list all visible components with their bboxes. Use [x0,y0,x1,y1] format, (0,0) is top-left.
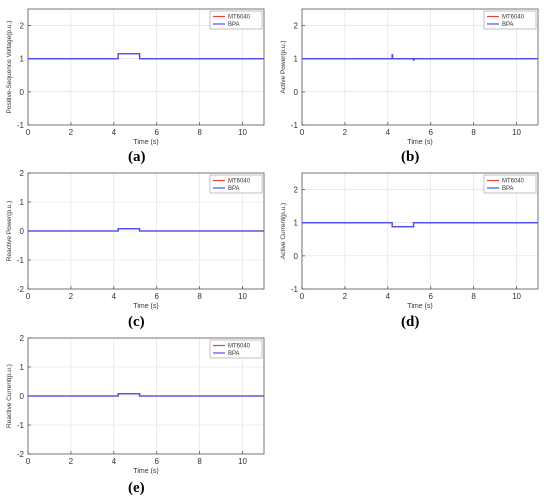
y-tick-label: -2 [17,450,25,459]
y-tick-label: -1 [17,121,25,130]
legend-entry: MT6040 [228,179,251,185]
legend-entry: BPA [228,351,240,357]
x-tick-label: 8 [197,292,202,301]
x-axis-label: Time (s) [133,303,158,310]
caption-c: (c) [128,314,145,330]
legend-entry: MT6040 [228,15,251,21]
x-tick-label: 10 [238,457,247,466]
legend-entry: BPA [228,186,240,192]
x-axis-label: Time (s) [133,468,158,475]
caption-e: (e) [128,480,145,496]
y-tick-label: 0 [20,88,25,97]
y-axis-label: Reactive Power(p.u.) [6,201,13,262]
x-tick-label: 0 [300,292,305,301]
x-tick-label: 4 [112,292,117,301]
chart-panel-c: -2 -1 0 1 2 0 2 4 6 8 10 Time (s) Reactive Power(p.u… [6,169,265,310]
y-tick-label: 1 [20,198,25,207]
x-tick-label: 6 [155,128,160,137]
y-axis-label: Reactive Current(p.u.) [6,364,13,428]
x-tick-label: 2 [343,292,348,301]
x-tick-label: 10 [512,292,521,301]
x-tick-label: 0 [26,128,31,137]
series-line-bpa [302,54,538,61]
x-axis-label: Time (s) [407,139,432,146]
y-tick-label: -1 [291,121,299,130]
x-axis-label: Time (s) [133,139,158,146]
x-tick-label: 10 [238,292,247,301]
x-tick-label: 4 [386,292,391,301]
y-tick-label: 0 [294,252,299,261]
x-tick-label: 2 [69,292,74,301]
legend-entry: BPA [228,22,240,28]
y-tick-label: 2 [20,22,25,31]
y-tick-label: 1 [20,55,25,64]
x-tick-label: 2 [69,457,74,466]
y-tick-label: 1 [294,219,299,228]
axes-frame [301,172,539,290]
y-tick-label: 2 [20,334,25,343]
legend-entry: BPA [502,186,514,192]
x-tick-label: 8 [197,128,202,137]
x-tick-label: 8 [197,457,202,466]
y-tick-label: 2 [294,186,299,195]
series-line-bpa [28,393,264,397]
x-tick-label: 6 [429,292,434,301]
y-tick-label: -1 [17,256,25,265]
x-tick-label: 8 [471,128,476,137]
y-tick-label: -1 [17,421,25,430]
series-line-bpa [28,228,264,232]
chart-panel-e: -2 -1 0 1 2 0 2 4 6 8 10 Time (s) Reactive Current(p… [6,334,265,475]
y-axis-label: Positive-Sequence Voltage(p.u.) [6,21,13,114]
series-line-bpa [302,222,538,228]
y-tick-label: 1 [20,363,25,372]
y-tick-label: 0 [294,88,299,97]
x-tick-label: 6 [429,128,434,137]
x-tick-label: 4 [112,128,117,137]
x-tick-label: 0 [26,292,31,301]
x-tick-label: 4 [112,457,117,466]
axes-frame [27,8,265,126]
caption-a: (a) [128,149,146,165]
y-tick-label: 0 [20,392,25,401]
y-tick-label: 0 [20,227,25,236]
y-tick-label: -2 [17,285,25,294]
x-tick-label: 10 [238,128,247,137]
x-tick-label: 0 [26,457,31,466]
x-tick-label: 4 [386,128,391,137]
x-tick-label: 8 [471,292,476,301]
x-tick-label: 10 [512,128,521,137]
y-axis-label: Active Current(p.u.) [280,203,287,259]
x-tick-label: 6 [155,457,160,466]
y-tick-label: 1 [294,55,299,64]
x-tick-label: 2 [69,128,74,137]
y-tick-label: -1 [291,285,299,294]
x-axis-label: Time (s) [407,303,432,310]
caption-b: (b) [401,149,420,165]
x-tick-label: 6 [155,292,160,301]
y-tick-label: 2 [20,169,25,178]
x-tick-label: 0 [300,128,305,137]
legend-entry: MT6040 [228,344,251,350]
y-axis-label: Active Power(p.u.) [280,40,287,93]
legend-entry: BPA [502,22,514,28]
x-tick-label: 2 [343,128,348,137]
axes-frame [301,8,539,126]
y-tick-label: 2 [294,22,299,31]
legend-entry: MT6040 [502,179,525,185]
legend-entry: MT6040 [502,15,525,21]
series-line-bpa [28,53,264,60]
caption-d: (d) [401,314,420,330]
